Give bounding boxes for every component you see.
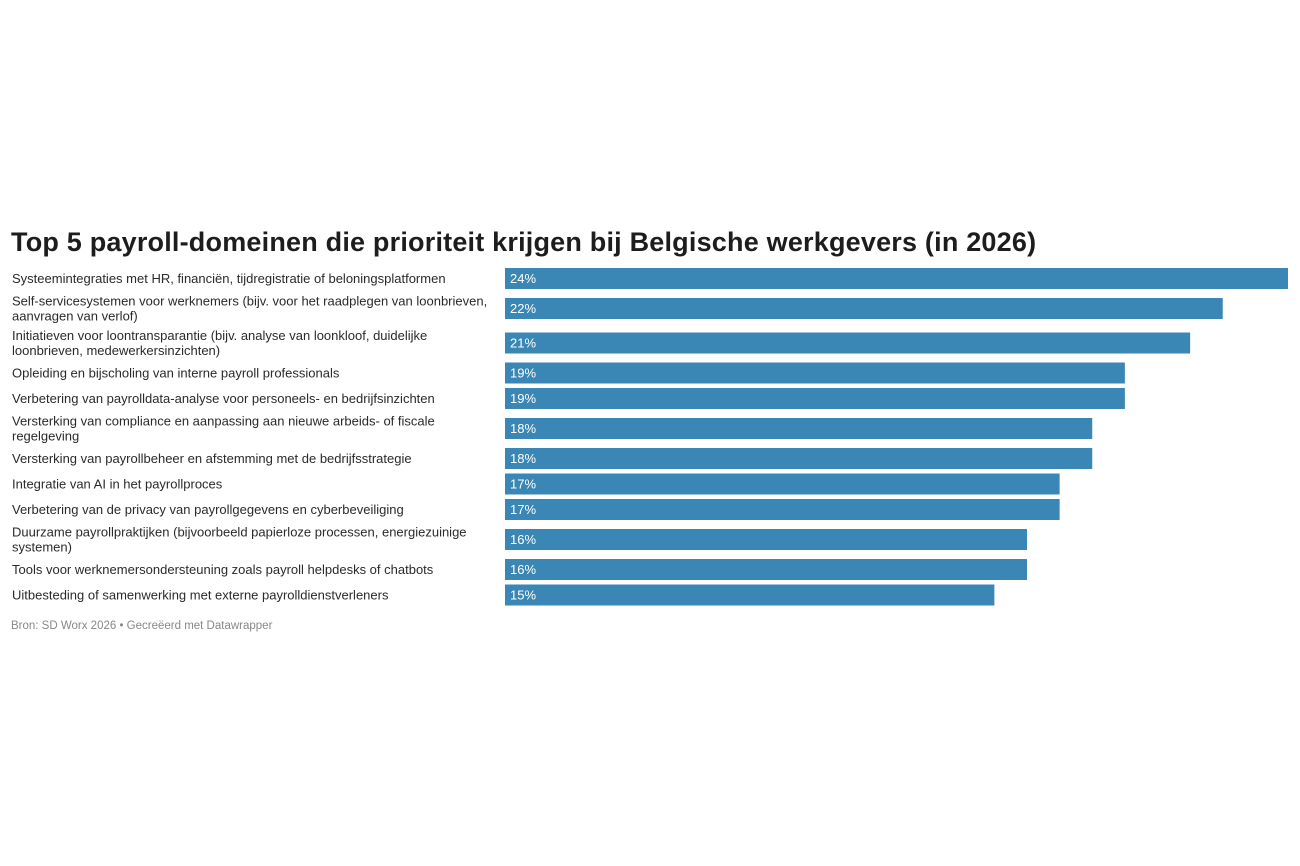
chart-title: Top 5 payroll-domeinen die prioriteit kr… [11,227,1037,257]
category-label: Verbetering van de privacy van payrollge… [12,502,404,517]
category-label: Integratie van AI in het payrollproces [12,477,223,492]
bar [505,362,1125,384]
value-label: 19% [510,391,536,406]
value-label: 18% [510,451,536,466]
category-label: Versterking van payrollbeheer en afstemm… [12,451,412,466]
bar [505,529,1027,550]
category-label: Duurzame payrollpraktijken (bijvoorbeeld… [12,525,467,555]
value-label: 15% [510,588,536,603]
value-label: 17% [510,502,536,517]
category-label: Verbetering van payrolldata-analyse voor… [12,391,435,406]
bar [505,448,1093,469]
bar [505,388,1125,409]
bar [505,268,1288,289]
value-label: 21% [510,336,536,351]
bar [505,499,1060,520]
category-label: Opleiding en bijscholing van interne pay… [12,366,340,381]
bar [505,418,1093,439]
category-label: Initiatieven voor loontransparantie (bij… [12,328,427,358]
value-label: 22% [510,301,536,316]
value-label: 18% [510,421,536,436]
bar [505,559,1027,580]
value-label: 24% [510,271,536,286]
bar [505,584,995,606]
category-label: Tools voor werknemersondersteuning zoals… [12,562,434,577]
value-label: 19% [510,366,536,381]
bar [505,473,1060,495]
category-label: Uitbesteding of samenwerking met externe… [12,588,389,603]
value-label: 16% [510,562,536,577]
bar [505,298,1223,319]
category-label: Systeemintegraties met HR, financiën, ti… [12,271,446,286]
category-label: Self-servicesystemen voor werknemers (bi… [12,294,487,324]
bar [505,332,1191,354]
category-label: Versterking van compliance en aanpassing… [12,414,435,444]
value-label: 17% [510,477,536,492]
chart-footer: Bron: SD Worx 2026 • Gecreëerd met Dataw… [11,620,273,632]
value-label: 16% [510,532,536,547]
